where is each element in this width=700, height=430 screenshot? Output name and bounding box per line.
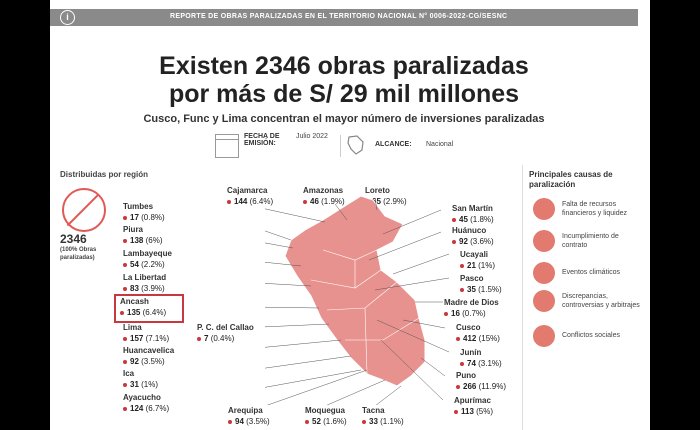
contract-icon [533,230,555,252]
info-icon: i [60,10,75,25]
region-arequipa: Arequipa 94 (3.5%) [228,406,270,426]
fecha-value: Julio 2022 [296,133,328,140]
region-moquegua: Moquegua 52 (1.6%) [305,406,347,426]
region-apurimac: Apurímac 113 (5%) [454,396,494,416]
region-puno: Puno 266 (11.9%) [456,371,507,391]
report-header-bar: i REPORTE DE OBRAS PARALIZADAS EN EL TER… [50,9,638,26]
subtitle: Cusco, Func y Lima concentran el mayor n… [143,113,545,125]
headline-line-1: Existen 2346 obras paralizadas [159,52,529,80]
region-lambayeque: Lambayeque 54 (2.2%) [123,249,172,269]
region-callao: P. C. del Callao 7 (0.4%) [197,323,254,343]
region-ayacucho: Ayacucho 124 (6.7%) [123,393,170,413]
distribution-title: Distribuidas por región [60,170,149,179]
region-tacna: Tacna 33 (1.1%) [362,406,404,426]
column-divider [522,165,523,430]
cloud-rain-icon [533,262,555,284]
ancash-highlight-box [114,294,184,323]
people-conflict-icon [533,325,555,347]
infographic-card: i REPORTE DE OBRAS PARALIZADAS EN EL TER… [50,0,650,430]
region-sanmartin: San Martín 45 (1.8%) [452,204,494,224]
headline-line-2: por más de S/ 29 mil millones [168,80,520,108]
region-piura: Piura 138 (6%) [123,225,163,245]
peru-map-shape [284,195,426,387]
region-huancavelica: Huancavelica 92 (3.5%) [123,346,175,366]
peru-map [265,195,450,405]
region-junin: Junín 74 (3.1%) [460,348,502,368]
region-pasco: Pasco 35 (1.5%) [460,274,502,294]
money-bag-icon [533,198,555,220]
region-tumbes: Tumbes 17 (0.8%) [123,202,165,222]
fecha-label: FECHA DE EMISIÓN: [244,133,280,147]
report-number: REPORTE DE OBRAS PARALIZADAS EN EL TERRI… [170,13,508,20]
total-label: (100% Obras paralizadas) [60,247,97,261]
alcance-label: ALCANCE: [375,141,412,148]
region-lima: Lima 157 (7.1%) [123,323,170,343]
region-ancash: Ancash 135 (6.4%) [120,297,167,317]
region-amazonas: Amazonas 46 (1.9%) [303,186,345,206]
region-cajamarca: Cajamarca 144 (6.4%) [227,186,274,206]
alcance-value: Nacional [426,141,454,148]
region-huanuco: Huánuco 92 (3.6%) [452,226,494,246]
region-lalibertad: La Libertad 83 (3.9%) [123,273,167,293]
causes-title: Principales causas de paralización [529,170,613,189]
total-count: 2346 [60,232,87,246]
region-ucayali: Ucayali 21 (1%) [460,250,496,270]
divider [340,135,341,157]
leader-lines [265,197,450,405]
region-ica: Ica 31 (1%) [123,369,159,389]
dispute-icon [533,290,555,312]
region-cusco: Cusco 412 (15%) [456,323,500,343]
peru-outline-icon [347,135,364,155]
calendar-icon [215,134,239,158]
region-madrededios: Madre de Dios 16 (0.7%) [444,298,499,318]
stopped-works-icon [62,188,106,232]
